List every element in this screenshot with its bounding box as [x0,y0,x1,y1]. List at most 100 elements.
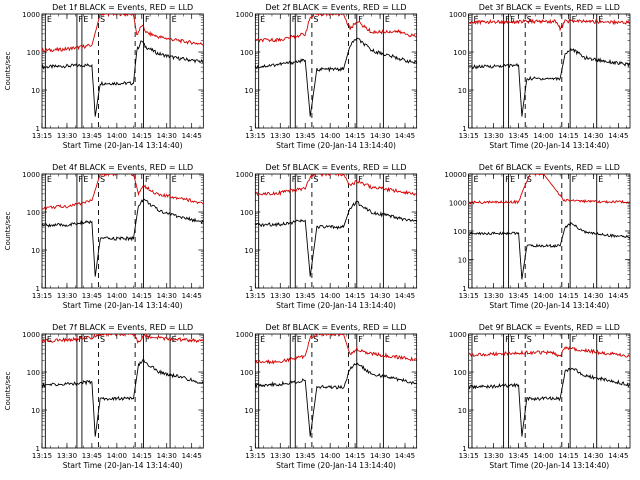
y-axis-label: Counts/sec [4,212,12,251]
y-tick-label: 100 [240,369,253,377]
event-marker-label: E [47,15,52,24]
plot-frame [468,333,631,449]
event-marker-label: S [527,175,532,184]
x-tick-label: 13:15 [32,292,52,300]
event-marker-label: E [172,15,177,24]
x-axis-label: Start Time (20-Jan-14 13:14:40) [276,301,396,310]
y-tick-label: 1000 [22,331,40,339]
event-marker-label: F [145,335,150,344]
series-line-lld [42,334,204,344]
y-tick-label: 10 [244,247,253,255]
y-tick-label: 100 [453,228,466,236]
event-marker-label: F [78,335,83,344]
y-tick-label: 1000 [236,171,254,179]
y-tick-label: 1000 [449,331,467,339]
chart-title: Det 5f BLACK = Events, RED = LLD [265,163,406,172]
x-tick-label: 14:15 [558,292,578,300]
chart-title: Det 3f BLACK = Events, RED = LLD [479,3,620,12]
y-tick-label: 1 [462,125,466,133]
chart-panel-2: Det 2f BLACK = Events, RED = LLD 1 10 100 10… [236,3,418,150]
x-tick-label: 13:15 [32,452,52,460]
x-tick-label: 14:00 [533,292,553,300]
y-tick-label: 100 [27,369,40,377]
x-tick-label: 14:30 [583,292,603,300]
y-tick-label: 1000 [236,331,254,339]
x-axis-label: Start Time (20-Jan-14 13:14:40) [276,461,396,470]
x-tick-label: 14:45 [182,292,202,300]
y-tick-label: 10 [31,407,40,415]
x-tick-label: 14:30 [370,132,390,140]
x-tick-label: 13:15 [459,132,479,140]
y-tick-label: 1000 [449,11,467,19]
chart-panel-6: Det 6f BLACK = Events, RED = LLD 1 10 100 10… [444,163,631,310]
y-tick-label: 1 [249,285,253,293]
event-marker-label: E [510,175,515,184]
plot-frame [468,13,631,129]
x-tick-label: 13:45 [508,292,528,300]
plot-frame [41,173,204,289]
x-tick-label: 13:15 [245,132,265,140]
y-tick-label: 10 [458,257,467,265]
series-line-events [42,357,204,437]
event-marker-label: F [78,175,83,184]
event-marker-label: E [385,15,390,24]
x-tick-label: 13:15 [459,452,479,460]
x-axis-label: Start Time (20-Jan-14 13:14:40) [63,141,183,150]
x-tick-label: 13:45 [508,132,528,140]
event-marker-label: E [297,335,302,344]
x-tick-label: 13:30 [484,132,504,140]
x-tick-label: 14:45 [395,292,415,300]
y-tick-label: 10 [244,407,253,415]
series-line-events [468,48,630,117]
event-marker-label: F [505,15,510,24]
x-tick-label: 13:30 [484,452,504,460]
x-tick-label: 14:45 [608,452,628,460]
x-tick-label: 14:45 [608,132,628,140]
event-marker-label: E [260,335,265,344]
chart-title: Det 4f BLACK = Events, RED = LLD [52,163,193,172]
x-tick-label: 13:30 [57,292,77,300]
x-tick-label: 14:15 [558,452,578,460]
x-tick-label: 14:00 [533,452,553,460]
event-marker-label: F [145,15,150,24]
event-marker-label: F [358,175,363,184]
y-tick-label: 100 [240,209,253,217]
chart-title: Det 9f BLACK = Events, RED = LLD [479,323,620,332]
event-marker-label: E [598,335,603,344]
x-tick-label: 14:15 [132,452,152,460]
x-tick-label: 14:00 [320,132,340,140]
series-line-lld [255,174,417,197]
chart-title: Det 1f BLACK = Events, RED = LLD [52,3,193,12]
y-axis-label: Counts/sec [4,52,12,91]
y-tick-label: 10 [244,87,253,95]
chart-panel-5: Det 5f BLACK = Events, RED = LLD 1 10 100 10… [236,163,418,310]
series-line-lld [255,334,417,365]
x-tick-label: 13:45 [508,452,528,460]
x-tick-label: 14:00 [107,452,127,460]
x-tick-label: 14:00 [107,292,127,300]
y-tick-label: 10 [31,87,40,95]
y-tick-label: 1000 [22,171,40,179]
event-marker-label: S [313,175,318,184]
x-tick-label: 14:45 [395,132,415,140]
y-tick-label: 1 [249,125,253,133]
event-marker-label: S [313,335,318,344]
event-marker-label: S [100,15,105,24]
chart-panel-9: Det 9f BLACK = Events, RED = LLD 1 10 100 10… [449,323,631,470]
series-line-lld [468,346,630,358]
series-line-lld [42,174,204,211]
event-marker-label: E [260,15,265,24]
event-marker-label: E [47,335,52,344]
event-marker-label: E [260,175,265,184]
y-axis-label: Counts/sec [4,372,12,411]
y-tick-label: 1 [462,445,466,453]
event-marker-label: S [527,335,532,344]
event-marker-label: E [385,175,390,184]
y-tick-label: 1 [249,445,253,453]
chart-panel-4: Det 4f BLACK = Events, RED = LLD 1 10 100 10… [4,163,204,310]
event-marker-label: E [172,175,177,184]
event-marker-label: E [83,15,88,24]
x-tick-label: 14:15 [132,292,152,300]
chart-panel-7: Det 7f BLACK = Events, RED = LLD 1 10 100 10… [4,323,204,470]
x-tick-label: 14:15 [345,132,365,140]
